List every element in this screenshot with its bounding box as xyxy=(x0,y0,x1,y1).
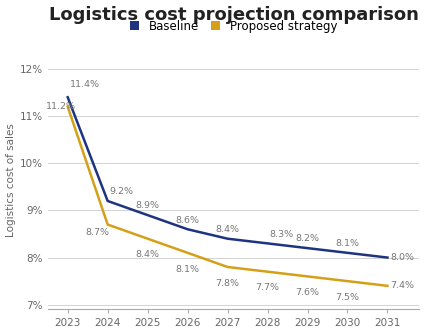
Proposed strategy xyxy=(385,284,390,288)
Title: Logistics cost projection comparison: Logistics cost projection comparison xyxy=(48,6,419,24)
Baseline xyxy=(105,199,110,203)
Proposed strategy xyxy=(105,222,110,226)
Proposed strategy xyxy=(265,270,270,274)
Line: Proposed strategy: Proposed strategy xyxy=(68,107,388,286)
Proposed strategy xyxy=(65,105,70,109)
Text: 7.5%: 7.5% xyxy=(335,293,360,302)
Text: 9.2%: 9.2% xyxy=(110,187,134,196)
Text: 8.3%: 8.3% xyxy=(269,230,294,239)
Text: 8.4%: 8.4% xyxy=(215,225,240,234)
Text: 7.6%: 7.6% xyxy=(295,288,320,297)
Proposed strategy xyxy=(145,237,150,241)
Baseline xyxy=(305,246,310,250)
Line: Baseline: Baseline xyxy=(68,97,388,258)
Text: 11.2%: 11.2% xyxy=(46,102,76,111)
Text: 8.0%: 8.0% xyxy=(391,253,415,262)
Proposed strategy xyxy=(225,265,230,269)
Baseline xyxy=(345,251,350,255)
Baseline xyxy=(225,237,230,241)
Baseline xyxy=(185,227,190,231)
Baseline xyxy=(145,213,150,217)
Text: 7.8%: 7.8% xyxy=(215,279,240,288)
Text: 8.1%: 8.1% xyxy=(176,265,200,274)
Proposed strategy xyxy=(345,279,350,283)
Proposed strategy xyxy=(305,275,310,279)
Text: 7.7%: 7.7% xyxy=(255,284,280,293)
Text: 11.4%: 11.4% xyxy=(70,80,100,89)
Text: 8.2%: 8.2% xyxy=(295,234,320,243)
Text: 8.6%: 8.6% xyxy=(176,215,200,224)
Text: 7.4%: 7.4% xyxy=(391,281,415,290)
Baseline xyxy=(65,95,70,99)
Legend: Baseline, Proposed strategy: Baseline, Proposed strategy xyxy=(130,20,337,33)
Text: 8.9%: 8.9% xyxy=(136,201,160,210)
Baseline xyxy=(385,256,390,260)
Baseline xyxy=(265,241,270,245)
Y-axis label: Logistics cost of sales: Logistics cost of sales xyxy=(6,123,16,237)
Text: 8.1%: 8.1% xyxy=(335,239,360,248)
Proposed strategy xyxy=(185,251,190,255)
Text: 8.7%: 8.7% xyxy=(86,228,110,237)
Text: 8.4%: 8.4% xyxy=(136,250,160,260)
